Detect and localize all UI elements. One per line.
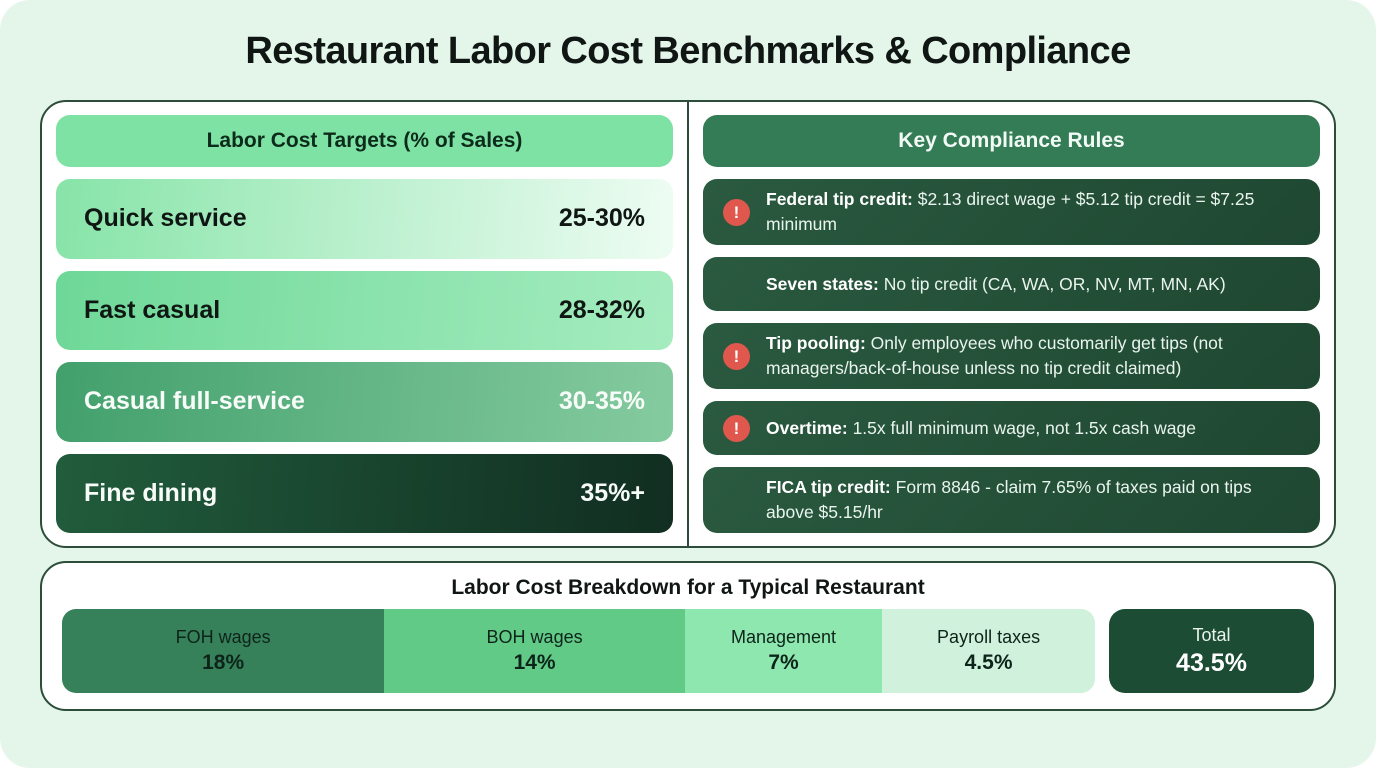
rule-body: No tip credit (CA, WA, OR, NV, MT, MN, A… <box>883 273 1226 294</box>
total-label: Total <box>1192 624 1231 645</box>
total-value: 43.5% <box>1176 648 1247 677</box>
target-label: Fast casual <box>84 295 221 324</box>
alert-icon: ! <box>723 198 750 226</box>
labor-breakdown-title: Labor Cost Breakdown for a Typical Resta… <box>451 576 925 599</box>
rule-seven-states: Seven states: No tip credit (CA, WA, OR,… <box>703 257 1320 311</box>
rule-text: Federal tip credit: $2.13 direct wage + … <box>766 187 1302 237</box>
segment-label: FOH wages <box>175 627 271 647</box>
icon-slot: ! <box>723 342 766 370</box>
icon-slot: ! <box>723 198 766 226</box>
segment-label: Management <box>730 627 837 647</box>
rule-lead: Seven states: <box>766 273 879 294</box>
icon-slot: ! <box>723 414 766 442</box>
target-row-casual-full-service: Casual full-service 30-35% <box>56 362 673 442</box>
rule-body: Form 8846 - claim 7.65% of taxes paid on… <box>766 477 1252 522</box>
rule-federal-tip-credit: ! Federal tip credit: $2.13 direct wage … <box>703 179 1320 245</box>
alert-icon: ! <box>723 414 750 442</box>
segment-management: Management 7% <box>684 609 883 693</box>
target-label: Fine dining <box>84 478 218 507</box>
labor-targets-panel: Labor Cost Targets (% of Sales) Quick se… <box>42 102 687 546</box>
target-label: Casual full-service <box>84 387 305 416</box>
segment-label: Payroll taxes <box>937 627 1041 647</box>
rule-text: Overtime: 1.5x full minimum wage, not 1.… <box>766 416 1302 441</box>
target-value: 35%+ <box>580 478 645 507</box>
segment-value: 4.5% <box>964 651 1013 674</box>
compliance-rules-panel: Key Compliance Rules ! Federal tip credi… <box>687 102 1334 546</box>
labor-targets-header: Labor Cost Targets (% of Sales) <box>56 115 673 167</box>
segment-foh-wages: FOH wages 18% <box>62 609 385 693</box>
rule-lead: Federal tip credit: <box>766 189 913 209</box>
target-value: 30-35% <box>558 387 645 416</box>
segment-boh-wages: BOH wages 14% <box>384 609 685 693</box>
target-value: 25-30% <box>558 204 645 233</box>
rule-body: 1.5x full minimum wage, not 1.5x cash wa… <box>852 417 1196 438</box>
rule-body: Only employees who customarily get tips … <box>766 333 1223 378</box>
segment-value: 18% <box>202 651 245 674</box>
rule-tip-pooling: ! Tip pooling: Only employees who custom… <box>703 323 1320 389</box>
segment-value: 14% <box>513 651 556 674</box>
rule-text: Tip pooling: Only employees who customar… <box>766 331 1302 381</box>
compliance-rules-header: Key Compliance Rules <box>703 115 1320 167</box>
rule-text: Seven states: No tip credit (CA, WA, OR,… <box>766 272 1302 297</box>
segment-value: 7% <box>768 651 799 674</box>
target-row-quick-service: Quick service 25-30% <box>56 179 673 259</box>
target-label: Quick service <box>84 204 247 233</box>
rule-text: FICA tip credit: Form 8846 - claim 7.65%… <box>766 475 1302 525</box>
total-box: Total 43.5% <box>1109 609 1314 693</box>
rule-lead: Tip pooling: <box>766 333 866 353</box>
segment-payroll-taxes: Payroll taxes 4.5% <box>882 609 1095 693</box>
rule-lead: FICA tip credit: <box>766 477 891 497</box>
target-value: 28-32% <box>558 295 645 324</box>
target-row-fine-dining: Fine dining 35%+ <box>56 453 673 533</box>
benchmarks-and-rules-card: Labor Cost Targets (% of Sales) Quick se… <box>40 100 1336 548</box>
segment-label: BOH wages <box>486 627 583 647</box>
alert-icon: ! <box>723 342 750 370</box>
rule-body: $2.13 direct wage + $5.12 tip credit = $… <box>766 189 1255 234</box>
stacked-bar: FOH wages 18% BOH wages 14% Management 7… <box>62 609 1095 693</box>
page-title: Restaurant Labor Cost Benchmarks & Compl… <box>245 30 1131 72</box>
target-row-fast-casual: Fast casual 28-32% <box>56 270 673 350</box>
rule-overtime: ! Overtime: 1.5x full minimum wage, not … <box>703 401 1320 455</box>
breakdown-bar-row: FOH wages 18% BOH wages 14% Management 7… <box>62 609 1314 693</box>
labor-breakdown-card: Labor Cost Breakdown for a Typical Resta… <box>40 561 1336 711</box>
rule-fica-tip-credit: FICA tip credit: Form 8846 - claim 7.65%… <box>703 467 1320 533</box>
rule-lead: Overtime: <box>766 417 848 438</box>
